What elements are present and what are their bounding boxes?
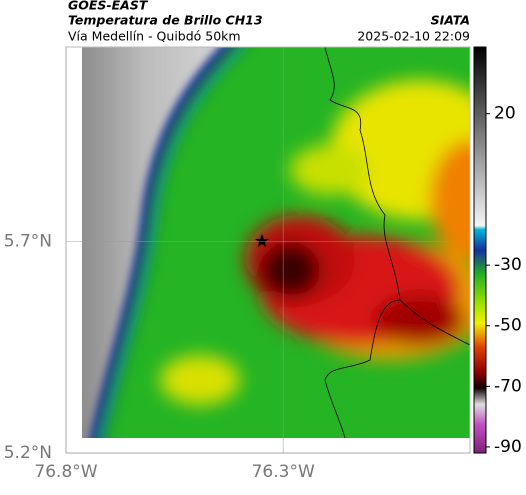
agency: SIATA [431, 13, 470, 28]
colorbar-tick-label: -90 [494, 437, 522, 457]
lat-tick-label: 5.7°N [4, 232, 52, 252]
colorbar [473, 46, 487, 454]
lon-tick-label: 76.3°W [252, 462, 315, 482]
title: Temperatura de Brillo CH13 [68, 13, 263, 28]
location-star [255, 234, 269, 247]
colorbar-tick-label: 20 [494, 104, 516, 124]
timestamp: 2025-02-10 22:09 [357, 29, 470, 44]
colorbar-tick-label: -30 [494, 255, 522, 275]
lon-tick-label: 76.8°W [34, 462, 97, 482]
colorbar-tick-label: -50 [494, 316, 522, 336]
colorbar-tick-label: -70 [494, 376, 522, 396]
lat-tick-label: 5.2°N [4, 443, 52, 463]
brightness-image [82, 47, 470, 438]
subtitle: Vía Medellín - Quibdó 50km [68, 29, 241, 44]
source: GOES-EAST [68, 0, 149, 13]
